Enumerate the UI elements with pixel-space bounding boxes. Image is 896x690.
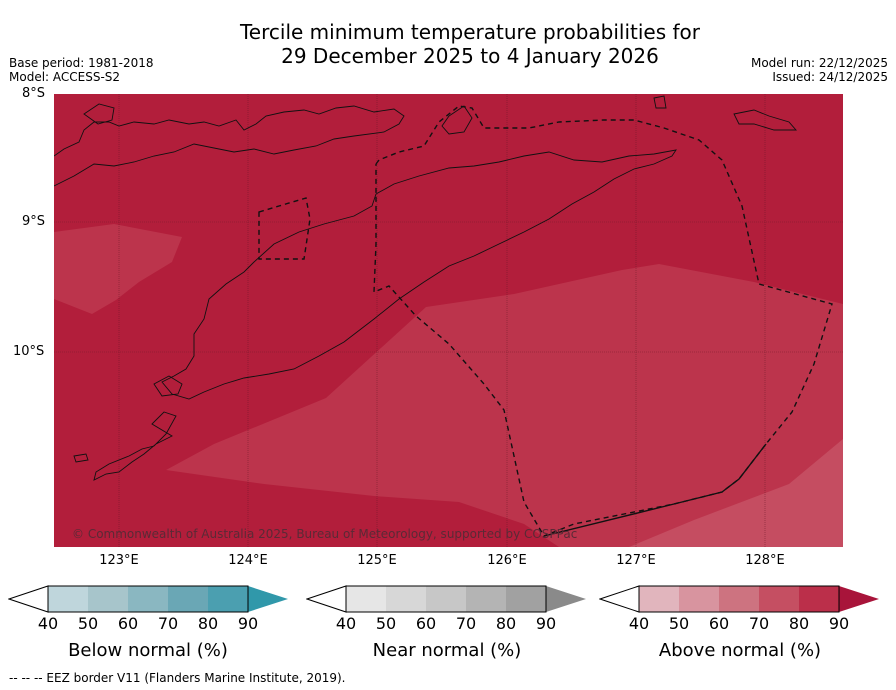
cb-above-label: Above normal (%) <box>658 640 822 661</box>
cb-below-tick-60: 60 <box>117 614 139 633</box>
eez-oecusse <box>258 197 311 260</box>
islet-2 <box>441 105 473 135</box>
lon-label-125e: 125°E <box>357 553 397 568</box>
cb-below-seg-5 <box>208 586 248 612</box>
cb-below-tick-50: 50 <box>77 614 99 633</box>
issued-date: Issued: 24/12/2025 <box>772 70 888 84</box>
cb-above-seg-4 <box>759 586 799 612</box>
timor-coast <box>161 149 677 400</box>
lat-label-10s: 10°S <box>13 344 45 359</box>
cb-above-extend-low <box>599 585 640 613</box>
lon-label-123e: 123°E <box>99 553 139 568</box>
cb-above-tick-70: 70 <box>748 614 770 633</box>
lon-label-124e: 124°E <box>228 553 268 568</box>
islet-3 <box>653 95 667 109</box>
cb-near-seg-5 <box>506 586 546 612</box>
cb-above-outline <box>638 585 840 613</box>
cb-near-seg-1 <box>346 586 386 612</box>
cb-near-extend-low <box>306 585 347 613</box>
cb-below-seg-4 <box>168 586 208 612</box>
eez-footnote: -- -- -- EEZ border V11 (Flanders Marine… <box>9 671 346 685</box>
cb-below-outline <box>47 585 249 613</box>
cb-below-seg-2 <box>88 586 128 612</box>
cb-below-tick-90: 90 <box>237 614 259 633</box>
base-period: Base period: 1981-2018 <box>9 56 154 70</box>
above-80-zone-west <box>54 224 182 314</box>
cb-near-tick-80: 80 <box>495 614 517 633</box>
colorbar-near <box>306 585 586 613</box>
colorbar-above <box>599 585 879 613</box>
above-70-zone <box>629 439 843 547</box>
lat-label-9s: 9°S <box>22 214 46 229</box>
cb-above-seg-2 <box>679 586 719 612</box>
meta-right: Model run: 22/12/2025 Issued: 24/12/2025 <box>751 56 888 84</box>
above-80-zone-south <box>166 264 843 547</box>
map-panel[interactable] <box>54 94 843 547</box>
cb-below-seg-1 <box>48 586 88 612</box>
title-line-1: Tercile minimum temperature probabilitie… <box>239 20 701 44</box>
model-name: Model: ACCESS-S2 <box>9 70 121 84</box>
cb-below-tick-40: 40 <box>37 614 59 633</box>
cb-near-tick-90: 90 <box>535 614 557 633</box>
islet-1 <box>83 103 115 125</box>
cb-near-tick-70: 70 <box>455 614 477 633</box>
lon-label-126e: 126°E <box>487 553 527 568</box>
eez-border <box>373 105 833 537</box>
cb-below-label: Below normal (%) <box>68 640 228 661</box>
cb-above-tick-80: 80 <box>788 614 810 633</box>
cb-near-tick-40: 40 <box>335 614 357 633</box>
cb-near-outline <box>345 585 547 613</box>
cb-below-tick-80: 80 <box>197 614 219 633</box>
cb-near-seg-2 <box>386 586 426 612</box>
lon-label-127e: 127°E <box>616 553 656 568</box>
cb-near-seg-3 <box>426 586 466 612</box>
cb-below-seg-3 <box>128 586 168 612</box>
colorbar-below <box>8 585 288 613</box>
title-line-2: 29 December 2025 to 4 January 2026 <box>281 44 659 68</box>
graticule <box>54 94 843 547</box>
rote-coast <box>153 375 183 397</box>
copyright-notice: © Commonwealth of Australia 2025, Bureau… <box>72 527 578 541</box>
lat-label-8s: 8°S <box>22 86 46 101</box>
cb-above-extend-high <box>839 586 879 612</box>
islet-4 <box>733 109 797 131</box>
cb-above-tick-40: 40 <box>628 614 650 633</box>
cb-above-tick-50: 50 <box>668 614 690 633</box>
meta-left: Base period: 1981-2018 Model: ACCESS-S2 <box>9 56 154 84</box>
cb-near-extend-high <box>546 586 586 612</box>
cb-below-extend-low <box>8 585 49 613</box>
coastlines <box>54 95 797 481</box>
cb-near-seg-4 <box>466 586 506 612</box>
cb-near-label: Near normal (%) <box>372 640 522 661</box>
cb-below-extend-high <box>248 586 288 612</box>
eez-solid-segment <box>543 443 767 537</box>
lon-label-128e: 128°E <box>745 553 785 568</box>
cb-above-seg-3 <box>719 586 759 612</box>
model-run: Model run: 22/12/2025 <box>750 56 888 70</box>
cb-below-tick-70: 70 <box>157 614 179 633</box>
flores-alor-coast <box>54 105 405 187</box>
cb-above-tick-90: 90 <box>828 614 850 633</box>
cb-above-tick-60: 60 <box>708 614 730 633</box>
chart-title: Tercile minimum temperature probabilitie… <box>0 20 896 68</box>
islet-5 <box>73 453 89 463</box>
cb-above-seg-5 <box>799 586 839 612</box>
cb-near-tick-60: 60 <box>415 614 437 633</box>
cb-near-tick-50: 50 <box>375 614 397 633</box>
sawu-coast <box>93 411 177 481</box>
cb-above-seg-1 <box>639 586 679 612</box>
